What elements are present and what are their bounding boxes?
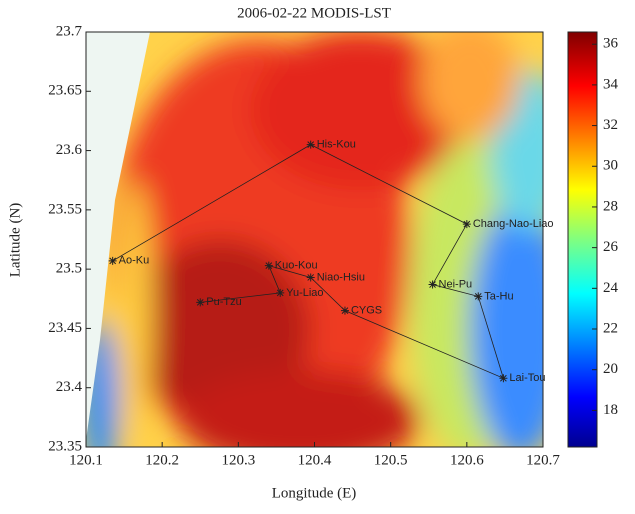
- x-tick-label: 120.1: [69, 452, 103, 468]
- x-tick-label: 120.2: [145, 452, 179, 468]
- x-tick-label: 120.4: [298, 452, 332, 468]
- y-tick-label: 23.5: [56, 261, 82, 277]
- colorbar-tick-label: 26: [603, 239, 619, 255]
- y-tick-label: 23.65: [48, 83, 82, 99]
- station-marker: [429, 281, 437, 289]
- colorbar-tick-label: 24: [603, 280, 619, 296]
- colorbar-tick-label: 30: [603, 158, 618, 174]
- station-label: Chang-Nao-Liao: [473, 218, 554, 230]
- station-label: Niao-Hsiu: [317, 271, 365, 283]
- colorbar-tick-label: 36: [603, 36, 619, 52]
- station-marker: [109, 257, 117, 265]
- colorbar-tick-label: 18: [603, 402, 618, 418]
- chart-title: 2006-02-22 MODIS-LST: [237, 5, 391, 21]
- lst-field: [82, 20, 570, 480]
- station-label: Ao-Ku: [119, 255, 150, 267]
- station-marker: [276, 289, 284, 297]
- x-axis-label: Longitude (E): [272, 485, 357, 501]
- station-label: Nei-Pu: [439, 278, 473, 290]
- colorbar-tick-label: 20: [603, 361, 618, 377]
- x-tick-label: 120.5: [374, 452, 408, 468]
- colorbar-tick-label: 34: [603, 76, 619, 92]
- station-label: Ta-Hu: [484, 290, 513, 302]
- y-tick-label: 23.55: [48, 201, 82, 217]
- station-label: CYGS: [351, 305, 382, 317]
- station-label: His-Kou: [317, 139, 356, 151]
- station-label: Lai-Tou: [509, 372, 545, 384]
- station-marker: [474, 292, 482, 300]
- station-marker: [307, 273, 315, 281]
- x-tick-label: 120.6: [450, 452, 484, 468]
- station-marker: [265, 262, 273, 270]
- station-marker: [341, 307, 349, 315]
- station-label: Pu-Tzu: [206, 296, 241, 308]
- y-tick-label: 23.45: [48, 320, 82, 336]
- y-axis-label: Latitude (N): [7, 203, 23, 278]
- colorbar-tick-label: 28: [603, 198, 618, 214]
- station-label: Yu-Liao: [286, 287, 323, 299]
- station-marker: [307, 141, 315, 149]
- station-label: Kuo-Kou: [275, 259, 318, 271]
- x-tick-label: 120.3: [221, 452, 255, 468]
- station-marker: [499, 374, 507, 382]
- y-tick-label: 23.7: [56, 23, 83, 39]
- station-marker: [196, 298, 204, 306]
- chart: 2006-02-22 MODIS-LST Longitude (E) Latit…: [0, 0, 635, 509]
- colorbar-tick-label: 22: [603, 320, 618, 336]
- y-tick-label: 23.4: [56, 379, 83, 395]
- y-tick-label: 23.6: [56, 142, 83, 158]
- colorbar: [568, 32, 597, 447]
- station-marker: [463, 220, 471, 228]
- x-tick-label: 120.7: [526, 452, 560, 468]
- colorbar-tick-label: 32: [603, 117, 618, 133]
- y-tick-label: 23.35: [48, 438, 82, 454]
